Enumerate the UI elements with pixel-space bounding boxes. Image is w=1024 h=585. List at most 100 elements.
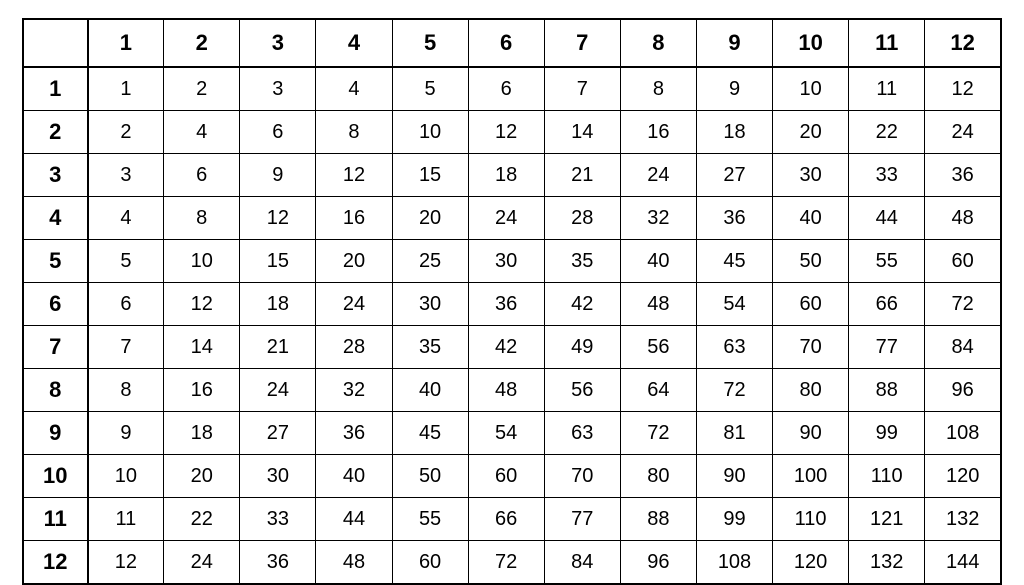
cell: 18 <box>164 412 240 455</box>
cell: 84 <box>544 541 620 585</box>
table-body: 1 1 2 3 4 5 6 7 8 9 10 11 12 2 2 4 6 8 1… <box>23 67 1001 584</box>
row-header: 11 <box>23 498 88 541</box>
cell: 54 <box>468 412 544 455</box>
cell: 120 <box>773 541 849 585</box>
multiplication-table-container: 1 2 3 4 5 6 7 8 9 10 11 12 1 1 2 3 4 5 <box>0 0 1024 585</box>
cell: 30 <box>392 283 468 326</box>
row-header: 12 <box>23 541 88 585</box>
cell: 60 <box>925 240 1001 283</box>
cell: 48 <box>620 283 696 326</box>
cell: 2 <box>164 67 240 111</box>
table-row: 4 4 8 12 16 20 24 28 32 36 40 44 48 <box>23 197 1001 240</box>
cell: 10 <box>392 111 468 154</box>
cell: 50 <box>392 455 468 498</box>
cell: 36 <box>316 412 392 455</box>
table-row: 6 6 12 18 24 30 36 42 48 54 60 66 72 <box>23 283 1001 326</box>
cell: 108 <box>925 412 1001 455</box>
cell: 10 <box>88 455 164 498</box>
col-header: 12 <box>925 19 1001 67</box>
cell: 30 <box>773 154 849 197</box>
cell: 16 <box>316 197 392 240</box>
cell: 110 <box>773 498 849 541</box>
cell: 56 <box>620 326 696 369</box>
cell: 20 <box>164 455 240 498</box>
cell: 21 <box>240 326 316 369</box>
cell: 10 <box>773 67 849 111</box>
col-header: 5 <box>392 19 468 67</box>
cell: 120 <box>925 455 1001 498</box>
cell: 40 <box>316 455 392 498</box>
cell: 27 <box>696 154 772 197</box>
cell: 50 <box>773 240 849 283</box>
cell: 35 <box>544 240 620 283</box>
row-header: 9 <box>23 412 88 455</box>
cell: 32 <box>620 197 696 240</box>
cell: 12 <box>88 541 164 585</box>
cell: 24 <box>316 283 392 326</box>
cell: 40 <box>620 240 696 283</box>
cell: 35 <box>392 326 468 369</box>
cell: 22 <box>849 111 925 154</box>
cell: 24 <box>164 541 240 585</box>
cell: 9 <box>696 67 772 111</box>
cell: 6 <box>240 111 316 154</box>
cell: 110 <box>849 455 925 498</box>
cell: 3 <box>88 154 164 197</box>
col-header: 6 <box>468 19 544 67</box>
cell: 42 <box>468 326 544 369</box>
cell: 15 <box>392 154 468 197</box>
cell: 1 <box>88 67 164 111</box>
row-header: 7 <box>23 326 88 369</box>
cell: 24 <box>240 369 316 412</box>
cell: 45 <box>392 412 468 455</box>
cell: 72 <box>468 541 544 585</box>
cell: 12 <box>316 154 392 197</box>
cell: 48 <box>316 541 392 585</box>
cell: 77 <box>544 498 620 541</box>
cell: 40 <box>773 197 849 240</box>
cell: 3 <box>240 67 316 111</box>
cell: 36 <box>468 283 544 326</box>
cell: 45 <box>696 240 772 283</box>
cell: 24 <box>468 197 544 240</box>
cell: 24 <box>620 154 696 197</box>
row-header: 3 <box>23 154 88 197</box>
cell: 9 <box>240 154 316 197</box>
cell: 121 <box>849 498 925 541</box>
cell: 42 <box>544 283 620 326</box>
cell: 21 <box>544 154 620 197</box>
cell: 70 <box>544 455 620 498</box>
col-header: 7 <box>544 19 620 67</box>
cell: 66 <box>849 283 925 326</box>
cell: 24 <box>925 111 1001 154</box>
row-header: 10 <box>23 455 88 498</box>
cell: 88 <box>849 369 925 412</box>
cell: 22 <box>164 498 240 541</box>
cell: 55 <box>849 240 925 283</box>
cell: 49 <box>544 326 620 369</box>
cell: 16 <box>164 369 240 412</box>
col-header: 10 <box>773 19 849 67</box>
cell: 18 <box>468 154 544 197</box>
table-row: 9 9 18 27 36 45 54 63 72 81 90 99 108 <box>23 412 1001 455</box>
table-row: 5 5 10 15 20 25 30 35 40 45 50 55 60 <box>23 240 1001 283</box>
cell: 12 <box>925 67 1001 111</box>
cell: 72 <box>925 283 1001 326</box>
table-row: 8 8 16 24 32 40 48 56 64 72 80 88 96 <box>23 369 1001 412</box>
cell: 6 <box>468 67 544 111</box>
row-header: 1 <box>23 67 88 111</box>
cell: 11 <box>849 67 925 111</box>
cell: 48 <box>925 197 1001 240</box>
cell: 80 <box>620 455 696 498</box>
cell: 6 <box>164 154 240 197</box>
cell: 20 <box>316 240 392 283</box>
cell: 8 <box>88 369 164 412</box>
cell: 4 <box>88 197 164 240</box>
cell: 12 <box>164 283 240 326</box>
cell: 20 <box>392 197 468 240</box>
cell: 54 <box>696 283 772 326</box>
cell: 33 <box>849 154 925 197</box>
cell: 36 <box>696 197 772 240</box>
cell: 60 <box>468 455 544 498</box>
cell: 8 <box>316 111 392 154</box>
